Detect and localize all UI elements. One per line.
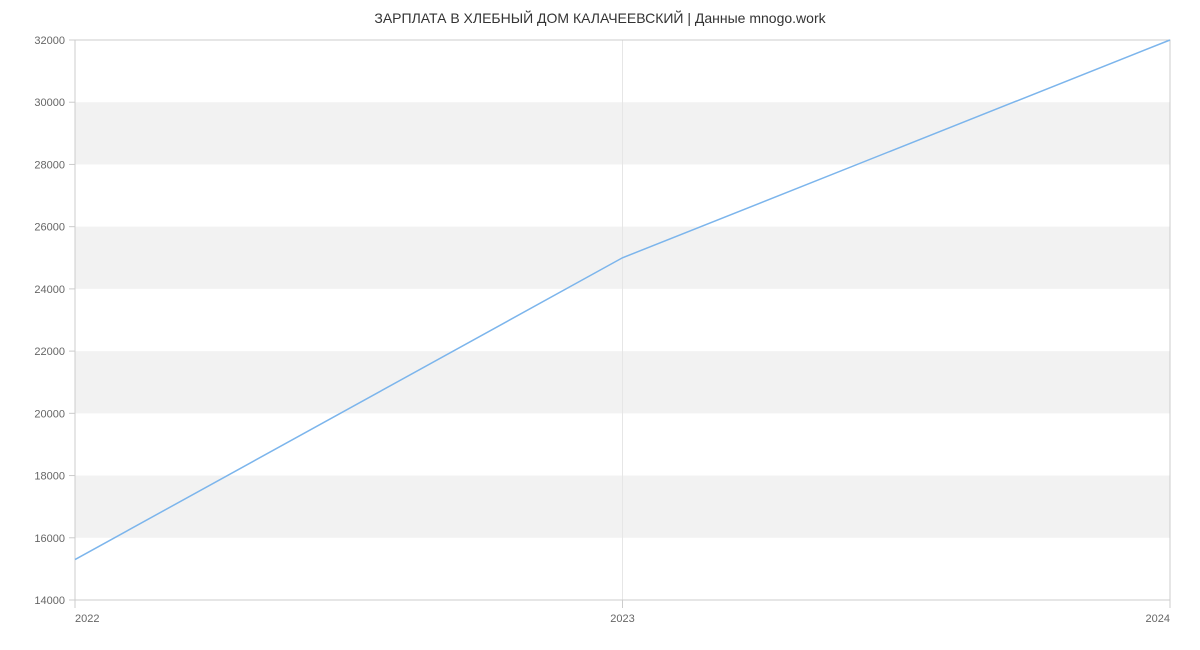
chart-svg: 14000 16000 18000 20000 22000 24000 26000 28000… (0, 0, 1200, 650)
y-tick-label: 26000 (34, 222, 65, 234)
y-tick-label: 18000 (34, 471, 65, 483)
x-tick-label: 2023 (610, 613, 634, 625)
y-tick-label: 20000 (34, 408, 65, 420)
y-tick-label: 30000 (34, 97, 65, 109)
x-tick-label: 2022 (75, 613, 99, 625)
y-tick-label: 14000 (34, 595, 65, 607)
salary-line-chart: ЗАРПЛАТА В ХЛЕБНЫЙ ДОМ КАЛАЧЕЕВСКИЙ | Да… (0, 0, 1200, 650)
y-tick-label: 16000 (34, 533, 65, 545)
y-tick-label: 22000 (34, 346, 65, 358)
x-tick-label: 2024 (1146, 613, 1170, 625)
y-tick-label: 24000 (34, 284, 65, 296)
y-tick-label: 28000 (34, 159, 65, 171)
y-tick-label: 32000 (34, 35, 65, 47)
